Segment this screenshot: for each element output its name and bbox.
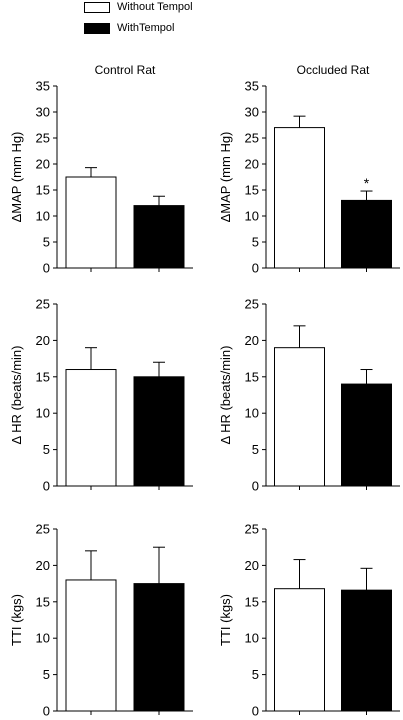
y-tick-label: 25 (245, 297, 259, 312)
panel-4: 0 5 10 15 20 25 TTI (kgs) (9, 522, 193, 719)
panel-5: 0 5 10 15 20 25 TTI (kgs) (218, 522, 400, 719)
y-tick-label: 15 (245, 594, 259, 609)
y-tick-label: 25 (245, 131, 259, 146)
bar-without-tempol (65, 369, 117, 487)
y-tick-label: 20 (36, 157, 50, 172)
y-tick-label: 10 (36, 406, 50, 421)
y-tick-label: 5 (252, 667, 259, 682)
y-axis-label: ΔMAP (mm Hg) (218, 132, 233, 223)
y-axis-label: Δ HR (beats/min) (9, 346, 24, 445)
y-tick-label: 0 (43, 261, 50, 276)
y-tick-label: 35 (36, 79, 50, 94)
y-tick-label: 15 (36, 369, 50, 384)
y-axis-label: TTI (kgs) (218, 594, 233, 646)
bar-without-tempol (274, 127, 325, 269)
bar-without-tempol (274, 588, 325, 712)
y-tick-label: 20 (36, 333, 50, 348)
y-tick-label: 30 (36, 105, 50, 120)
panel-2: 0 5 10 15 20 25 Δ HR (beats/min) (9, 297, 193, 494)
legend-swatch-with-tempol (84, 23, 110, 34)
bar-with-tempol (133, 583, 185, 712)
y-tick-label: 25 (36, 297, 50, 312)
y-tick-label: 15 (36, 183, 50, 198)
y-tick-label: 20 (245, 157, 259, 172)
y-tick-label: 10 (36, 631, 50, 646)
y-tick-label: 0 (43, 479, 50, 494)
legend-label-with-tempol: WithTempol (117, 22, 175, 34)
panel-1: 0 5 10 15 20 25 30 35 ΔMAP (mm Hg) * (218, 79, 400, 276)
y-tick-label: 5 (43, 442, 50, 457)
y-tick-label: 10 (245, 631, 259, 646)
y-axis-label: TTI (kgs) (9, 594, 24, 646)
y-tick-label: 10 (245, 209, 259, 224)
bar-without-tempol (274, 347, 325, 487)
y-tick-label: 5 (43, 667, 50, 682)
bar-with-tempol (133, 205, 185, 269)
y-tick-label: 5 (252, 442, 259, 457)
column-title-1: Occluded Rat (297, 63, 370, 77)
bar-without-tempol (65, 579, 117, 712)
y-tick-label: 20 (36, 558, 50, 573)
y-tick-label: 15 (36, 594, 50, 609)
y-tick-label: 30 (245, 105, 259, 120)
bar-with-tempol (341, 589, 392, 712)
legend-swatch-without-tempol (84, 2, 110, 13)
y-tick-label: 25 (36, 522, 50, 537)
y-tick-label: 35 (245, 79, 259, 94)
y-tick-label: 15 (245, 369, 259, 384)
panel-0: 0 5 10 15 20 25 30 35 ΔMAP (mm Hg) (9, 79, 193, 276)
y-tick-label: 20 (245, 558, 259, 573)
y-tick-label: 0 (252, 479, 259, 494)
y-tick-label: 25 (36, 131, 50, 146)
y-tick-label: 10 (245, 406, 259, 421)
y-tick-label: 20 (245, 333, 259, 348)
y-tick-label: 15 (245, 183, 259, 198)
y-tick-label: 0 (252, 261, 259, 276)
panel-3: 0 5 10 15 20 25 Δ HR (beats/min) (218, 297, 400, 494)
y-axis-label: ΔMAP (mm Hg) (9, 132, 24, 223)
y-tick-label: 25 (245, 522, 259, 537)
y-tick-label: 5 (252, 235, 259, 250)
y-axis-label: Δ HR (beats/min) (218, 346, 233, 445)
y-tick-label: 0 (43, 704, 50, 719)
legend-label-without-tempol: Without Tempol (117, 1, 193, 13)
significance-marker: * (364, 175, 370, 191)
column-title-0: Control Rat (95, 63, 156, 77)
y-tick-label: 5 (43, 235, 50, 250)
bar-with-tempol (133, 376, 185, 487)
bar-with-tempol (341, 383, 392, 487)
y-tick-label: 0 (252, 704, 259, 719)
y-tick-label: 10 (36, 209, 50, 224)
bar-with-tempol (341, 199, 392, 269)
bar-without-tempol (65, 176, 117, 269)
